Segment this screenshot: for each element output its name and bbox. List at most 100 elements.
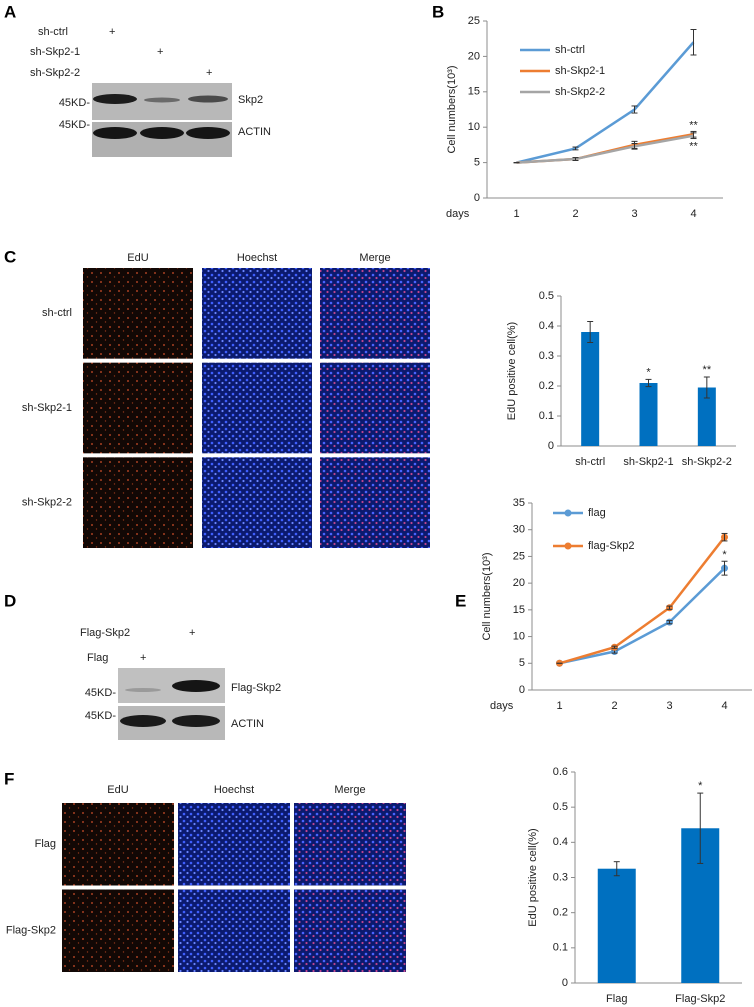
column-header: Hoechst: [214, 784, 254, 796]
bar: [697, 387, 716, 446]
y-tick-label: 35: [513, 497, 525, 509]
size-marker: 45KD-: [59, 119, 91, 131]
error-bar: [587, 321, 594, 343]
protein-label: Flag-Skp2: [231, 682, 281, 694]
row-label: sh-Skp2-2: [22, 497, 72, 509]
micrograph: [178, 889, 290, 972]
micrograph: [320, 457, 430, 548]
legend-label: flag-Skp2: [588, 540, 634, 552]
error-bar: [666, 605, 673, 610]
error-bar: [703, 376, 710, 399]
blot-band: [188, 95, 228, 103]
row-label: Flag-Skp2: [6, 925, 56, 937]
x-tick-label: 1: [556, 700, 562, 712]
micrograph: [178, 803, 290, 886]
panel-label: C: [4, 247, 16, 266]
bar: [581, 332, 600, 446]
error-bar: [721, 560, 728, 576]
y-axis-label: Cell numbers(10³): [446, 65, 458, 153]
error-bar: [690, 28, 697, 56]
x-tick-label: 2: [572, 208, 578, 220]
legend-marker: [564, 542, 572, 550]
micrograph: [202, 457, 312, 548]
y-tick-label: 10: [513, 630, 525, 642]
legend-label: sh-ctrl: [555, 44, 585, 56]
y-tick-label: 0: [562, 977, 568, 989]
series-line: [516, 41, 695, 164]
error-bar: [631, 142, 638, 150]
significance: **: [689, 140, 698, 152]
error-bar: [697, 792, 704, 864]
y-tick-label: 0: [548, 440, 554, 452]
series-line: [559, 567, 726, 665]
y-tick-label: 25: [513, 550, 525, 562]
y-tick-label: 0.3: [553, 871, 568, 883]
y-tick-label: 5: [474, 157, 480, 169]
x-axis-label: days: [446, 208, 470, 220]
y-tick-label: 0.2: [539, 380, 554, 392]
y-axis-label: Cell numbers(10³): [481, 552, 493, 640]
micrograph: [62, 803, 174, 886]
error-bar: [645, 378, 652, 388]
y-tick-label: 15: [513, 604, 525, 616]
significance: **: [689, 119, 698, 131]
x-tick-label: 2: [611, 700, 617, 712]
micrograph: [83, 268, 193, 359]
significance: **: [703, 364, 712, 376]
y-tick-label: 0.5: [539, 290, 554, 302]
panel-label: D: [4, 591, 16, 610]
micrograph: [83, 457, 193, 548]
legend-label: sh-Skp2-2: [555, 86, 605, 98]
series-line: [516, 134, 694, 164]
legend-label: flag: [588, 507, 606, 519]
micrograph: [320, 268, 430, 359]
condition-mark: +: [140, 652, 146, 664]
condition-mark: +: [109, 26, 115, 38]
blot-band: [120, 715, 166, 727]
y-tick-label: 20: [468, 50, 480, 62]
x-tick-label: Flag: [606, 993, 627, 1005]
x-tick-label: sh-Skp2-2: [682, 456, 732, 468]
x-tick-label: 4: [690, 208, 696, 220]
x-tick-label: 3: [666, 700, 672, 712]
legend-label: sh-Skp2-1: [555, 65, 605, 77]
micrograph: [294, 803, 406, 886]
y-tick-label: 25: [468, 15, 480, 27]
y-axis-label: EdU positive cell(%): [506, 322, 518, 420]
condition-label: sh-Skp2-1: [30, 46, 80, 58]
x-tick-label: sh-ctrl: [575, 456, 605, 468]
row-label: Flag: [35, 838, 56, 850]
significance: *: [698, 780, 703, 792]
error-bar: [572, 157, 579, 161]
error-bar: [690, 132, 697, 140]
column-header: EdU: [107, 784, 128, 796]
panel-label: A: [4, 2, 16, 21]
y-tick-label: 0.1: [553, 942, 568, 954]
blot-band: [125, 688, 161, 692]
micrograph: [83, 362, 193, 454]
y-tick-label: 0.3: [539, 350, 554, 362]
condition-label: Flag-Skp2: [80, 627, 130, 639]
blot-band: [93, 127, 137, 139]
micrograph: [202, 268, 312, 359]
size-marker: 45KD-: [85, 710, 117, 722]
y-tick-label: 20: [513, 577, 525, 589]
y-tick-label: 0: [519, 684, 525, 696]
x-tick-label: Flag-Skp2: [675, 993, 725, 1005]
column-header: Merge: [334, 784, 365, 796]
blot-band: [140, 127, 184, 139]
y-tick-label: 10: [468, 121, 480, 133]
y-tick-label: 30: [513, 524, 525, 536]
micrograph: [294, 889, 406, 972]
error-bar: [631, 105, 638, 114]
y-tick-label: 0.1: [539, 410, 554, 422]
y-axis-label: EdU positive cell(%): [527, 828, 539, 926]
legend-marker: [564, 509, 572, 517]
significance: *: [646, 366, 651, 378]
column-header: EdU: [127, 252, 148, 264]
blot-band: [144, 97, 180, 103]
micrograph: [62, 889, 174, 972]
y-tick-label: 0.4: [553, 836, 568, 848]
x-tick-label: 4: [721, 700, 727, 712]
row-label: sh-Skp2-1: [22, 402, 72, 414]
